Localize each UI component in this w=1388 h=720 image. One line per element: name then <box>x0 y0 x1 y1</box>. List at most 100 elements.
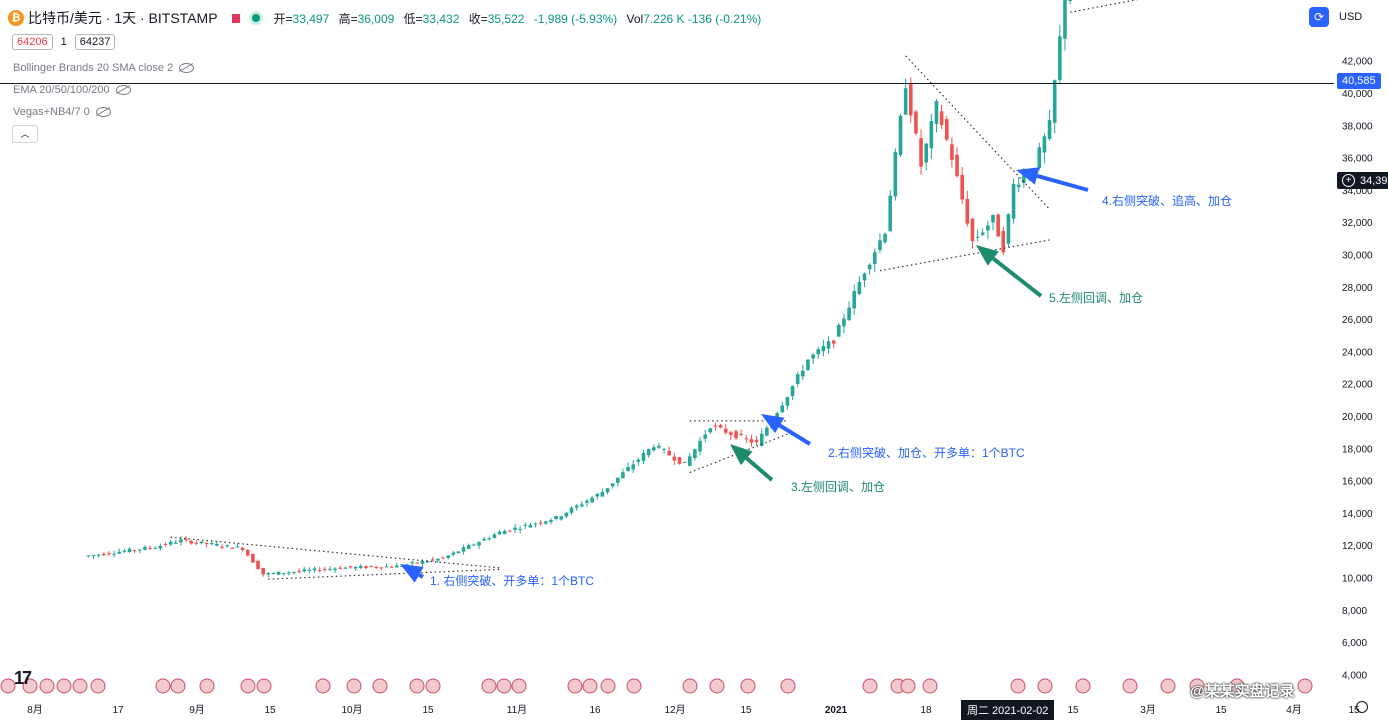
price-tick-label: 10,000 <box>1342 574 1373 585</box>
economic-event-icon <box>740 678 756 694</box>
time-tick-label: 15 <box>1348 705 1360 716</box>
candle-body <box>857 281 862 295</box>
candle-body <box>867 264 872 270</box>
economic-event-icon <box>346 678 362 694</box>
price-tick-label: 4,000 <box>1342 670 1367 681</box>
price-tick-label: 38,000 <box>1342 121 1373 132</box>
sell-price[interactable]: 64206 <box>12 34 53 50</box>
candle-body <box>1006 214 1011 244</box>
indicator-ema[interactable]: EMA 20/50/100/200 <box>13 84 131 96</box>
candle-body <box>765 427 769 436</box>
economic-event-icon <box>481 678 497 694</box>
time-tick-label: 16 <box>589 705 601 716</box>
tradingview-logo[interactable]: 17 <box>14 668 32 688</box>
currency-label[interactable]: USD <box>1339 11 1363 23</box>
economic-event-icon <box>1075 678 1091 694</box>
candle-body <box>1011 183 1016 219</box>
eye-hidden-icon[interactable] <box>179 63 195 73</box>
economic-event-icon <box>1189 678 1205 694</box>
candle-body <box>785 397 790 406</box>
symbol-title[interactable]: 比特币/美元 · 1天 · BITSTAMP <box>28 10 218 26</box>
candle-body <box>477 542 481 546</box>
candle-body <box>924 143 928 163</box>
candle-body <box>939 111 944 125</box>
annotation-2: 2.右侧突破、加仓、开多单：1个BTC <box>828 446 1025 460</box>
candle-body <box>693 449 697 458</box>
spread-value: 1 <box>60 36 67 48</box>
candle-body <box>749 439 754 443</box>
candle-body <box>153 547 157 549</box>
candle-body <box>698 440 702 452</box>
candle-body <box>276 571 281 575</box>
candle-body <box>281 573 286 575</box>
candle-body <box>651 447 656 451</box>
candle-body <box>148 547 152 549</box>
candle-body <box>837 324 841 337</box>
candle-body <box>451 552 456 555</box>
annotation-arrows <box>400 167 1089 583</box>
ohlc-values: 开=33,497 高=36,009 低=33,432 收=35,522 -1,9… <box>273 11 762 26</box>
candle-body <box>790 386 795 397</box>
economic-event-icon <box>567 678 583 694</box>
candle-body <box>271 572 276 574</box>
candle-body <box>245 549 250 556</box>
annotation-4: 4.右侧突破、追高、加仓 <box>1102 194 1233 208</box>
buy-price[interactable]: 64237 <box>74 34 116 50</box>
price-tick-label: 40,000 <box>1342 89 1373 100</box>
candle-body <box>713 425 718 427</box>
candle-body <box>569 507 574 513</box>
candle-body <box>292 571 296 573</box>
candle-body <box>333 568 337 571</box>
quote-row: 64206 1 64237 <box>12 34 116 50</box>
candle-body <box>127 548 132 553</box>
candle-body <box>179 539 183 543</box>
candle-body <box>1042 136 1047 153</box>
candle-body <box>795 374 800 384</box>
clock-icon[interactable] <box>1356 701 1368 713</box>
candle-body <box>744 438 749 440</box>
economic-event-icon <box>600 678 616 694</box>
candle-body <box>163 543 168 545</box>
chart-header: ₿ 比特币/美元 · 1天 · BITSTAMP 开=33,497 高=36,0… <box>8 8 767 28</box>
candle-body <box>687 456 692 466</box>
candle-body <box>600 492 605 497</box>
time-tick-label: 9月 <box>189 704 205 716</box>
candle-body <box>1052 80 1057 123</box>
candle-body <box>574 505 579 508</box>
indicator-vegas[interactable]: Vegas+NB4/7 0 <box>13 106 111 118</box>
economic-event-icon <box>315 678 331 694</box>
time-tick-label: 4月 <box>1286 704 1302 716</box>
candle-body <box>605 488 610 493</box>
economic-event-icon <box>170 678 186 694</box>
indicator-bollinger[interactable]: Bollinger Brands 20 SMA close 2 <box>13 62 195 74</box>
candle-body <box>1058 36 1062 80</box>
candle-body <box>256 560 260 570</box>
candle-body <box>132 550 137 552</box>
candle-body <box>636 459 641 462</box>
eye-hidden-icon[interactable] <box>95 107 111 117</box>
candle-body <box>204 542 209 544</box>
candle-body <box>544 521 548 524</box>
candle-body <box>261 567 265 575</box>
candle-body <box>287 572 291 574</box>
candle-body <box>1016 184 1021 188</box>
settings-icon[interactable]: ⟳ <box>1309 7 1329 27</box>
plus-icon[interactable]: + <box>1342 174 1355 187</box>
candle-body <box>102 553 106 556</box>
candle-body <box>194 542 199 544</box>
candle-body <box>831 340 836 344</box>
candle-body <box>975 236 980 238</box>
candle-body <box>729 432 733 435</box>
flag-icon[interactable] <box>231 13 240 23</box>
candle-body <box>533 523 538 525</box>
economic-event-icon <box>1037 678 1053 694</box>
candle-body <box>621 472 625 479</box>
candle-body <box>554 515 558 519</box>
candle-body <box>847 307 851 321</box>
collapse-indicators-button[interactable]: ︿ <box>12 125 38 143</box>
eye-hidden-icon[interactable] <box>115 85 131 95</box>
price-tick-label: 32,000 <box>1342 218 1373 229</box>
arrow-4-head <box>1016 167 1040 185</box>
candle-body <box>508 530 512 532</box>
